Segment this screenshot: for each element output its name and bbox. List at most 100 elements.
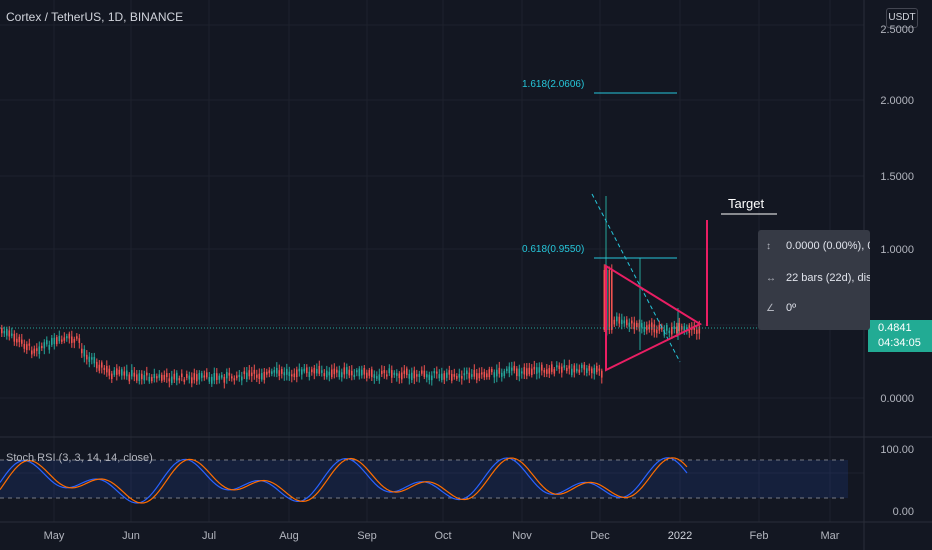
candle bbox=[81, 348, 83, 354]
candle bbox=[58, 335, 61, 342]
candle bbox=[198, 372, 201, 380]
candle bbox=[671, 326, 673, 335]
candle bbox=[321, 370, 323, 373]
candle bbox=[591, 368, 593, 374]
y-axis-label: 2.0000 bbox=[880, 95, 914, 107]
candle bbox=[518, 368, 521, 377]
candle bbox=[108, 368, 111, 376]
candle bbox=[23, 343, 26, 349]
candle bbox=[106, 365, 108, 373]
candle bbox=[366, 372, 368, 378]
candle bbox=[78, 338, 81, 343]
candle bbox=[256, 374, 258, 378]
fib-0618-label: 0.618(0.9550) bbox=[522, 244, 585, 255]
symbol-title[interactable]: Cortex / TetherUS, 1D, BINANCE bbox=[6, 10, 184, 24]
candle bbox=[373, 374, 376, 378]
candle bbox=[418, 373, 421, 377]
candle bbox=[246, 372, 248, 380]
candle bbox=[473, 369, 476, 377]
stoch-band bbox=[0, 460, 848, 498]
candle bbox=[636, 322, 638, 328]
candle bbox=[211, 376, 213, 384]
candle bbox=[426, 374, 428, 378]
candle bbox=[178, 378, 181, 381]
candle bbox=[643, 326, 646, 332]
stoch-rsi-label[interactable]: Stoch RSI (3, 3, 14, 14, close) bbox=[6, 452, 153, 464]
target-label[interactable]: Target bbox=[728, 196, 765, 211]
candle bbox=[201, 373, 203, 378]
stoch-k-line bbox=[0, 457, 688, 504]
candle bbox=[271, 371, 273, 374]
candle bbox=[46, 340, 48, 345]
candle bbox=[36, 348, 38, 352]
candle bbox=[638, 323, 641, 329]
candle bbox=[223, 376, 226, 383]
candle bbox=[651, 322, 653, 330]
candle bbox=[598, 368, 601, 371]
candle bbox=[396, 373, 398, 376]
candle bbox=[343, 367, 346, 375]
candle bbox=[583, 364, 586, 370]
candle bbox=[346, 367, 348, 374]
candle bbox=[53, 337, 56, 344]
currency-button[interactable]: USDT bbox=[886, 8, 918, 28]
candle bbox=[83, 349, 86, 357]
candle bbox=[293, 373, 296, 378]
candle bbox=[173, 373, 176, 380]
candle bbox=[631, 320, 633, 324]
candle bbox=[3, 330, 6, 334]
candle bbox=[476, 373, 478, 380]
candle bbox=[66, 336, 68, 339]
candle bbox=[546, 369, 548, 374]
candle bbox=[193, 373, 196, 380]
candle bbox=[56, 337, 58, 345]
dashed-trend-line[interactable] bbox=[591, 193, 681, 363]
candle bbox=[161, 374, 163, 381]
candle bbox=[138, 373, 141, 382]
candle bbox=[216, 373, 218, 380]
candle bbox=[398, 373, 401, 379]
candle bbox=[371, 369, 373, 378]
x-axis-label: Oct bbox=[434, 530, 452, 542]
candle bbox=[208, 377, 211, 382]
candle bbox=[103, 367, 106, 370]
candle bbox=[16, 338, 18, 343]
candle bbox=[146, 372, 148, 376]
candle bbox=[611, 270, 613, 330]
candle bbox=[401, 372, 403, 380]
stoch-axis-label: 100.00 bbox=[880, 444, 914, 456]
candle bbox=[388, 368, 391, 374]
candle bbox=[291, 374, 293, 377]
candle bbox=[196, 374, 198, 382]
candle bbox=[338, 370, 341, 378]
candle bbox=[556, 365, 558, 368]
candle bbox=[266, 371, 268, 375]
candle bbox=[51, 338, 53, 345]
candle bbox=[593, 367, 596, 374]
triangle-pattern[interactable] bbox=[605, 264, 703, 372]
candle bbox=[176, 372, 178, 381]
candle bbox=[391, 370, 393, 378]
candle bbox=[381, 370, 383, 375]
candle bbox=[618, 316, 621, 324]
x-axis-label: Dec bbox=[590, 530, 610, 542]
candle bbox=[578, 369, 581, 373]
candle bbox=[296, 369, 298, 378]
candle bbox=[488, 369, 491, 378]
candle bbox=[116, 368, 118, 375]
candle bbox=[316, 368, 318, 374]
candle bbox=[576, 368, 578, 372]
candle bbox=[31, 350, 33, 355]
candle bbox=[661, 326, 663, 330]
candle bbox=[531, 368, 533, 376]
x-axis-label: Feb bbox=[749, 530, 769, 542]
price-range-icon: ↕ bbox=[766, 241, 771, 252]
candle bbox=[468, 372, 471, 379]
candle bbox=[68, 333, 71, 339]
bars-range-icon: ↔ bbox=[766, 273, 776, 284]
candle bbox=[626, 319, 628, 326]
candle bbox=[258, 373, 261, 380]
candle bbox=[353, 374, 356, 378]
candle bbox=[423, 370, 426, 377]
